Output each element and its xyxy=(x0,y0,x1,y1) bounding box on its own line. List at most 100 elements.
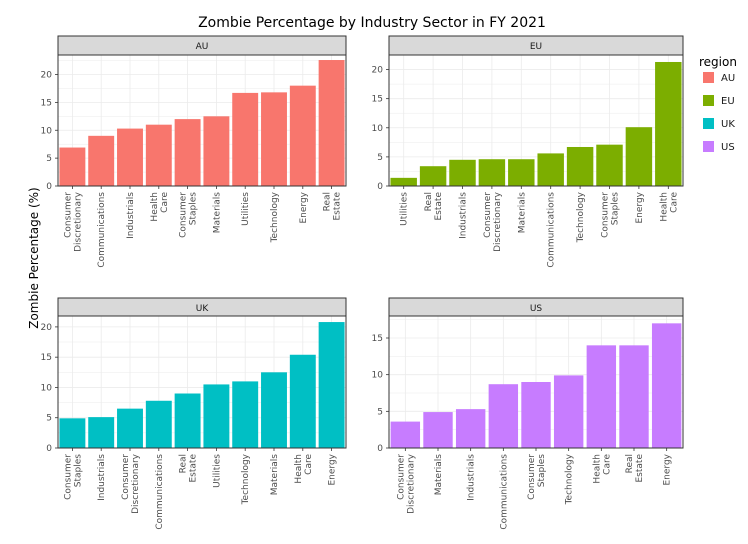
legend-label-eu: EU xyxy=(721,96,735,107)
x-tick-label: Communications xyxy=(155,454,165,530)
x-tick-label: Utilities xyxy=(212,454,222,488)
y-tick-label: 20 xyxy=(41,71,53,81)
y-tick-label: 10 xyxy=(41,126,53,136)
y-tick-label: 15 xyxy=(41,98,52,108)
bar-uk-9 xyxy=(318,322,345,448)
y-tick-label: 20 xyxy=(41,323,53,333)
bar-eu-0 xyxy=(390,177,417,186)
bar-au-7 xyxy=(261,92,287,186)
bar-us-2 xyxy=(455,409,486,448)
facet-strip-label: US xyxy=(530,304,543,314)
legend-title: region xyxy=(699,55,737,69)
x-tick-label: ConsumerDiscretionary xyxy=(63,191,83,252)
bar-eu-4 xyxy=(508,159,535,186)
x-tick-label: Energy xyxy=(299,191,309,223)
bar-eu-7 xyxy=(596,144,623,186)
facet-panels: AU 0 5 10 15 20 ConsumerDiscretionary Communica… xyxy=(41,35,684,530)
bar-us-4 xyxy=(521,382,551,448)
bar-eu-5 xyxy=(537,153,564,186)
x-tick-label: Utilities xyxy=(400,192,410,226)
legend-key-us xyxy=(703,141,714,152)
legend-key-au xyxy=(703,72,714,83)
y-tick-label: 0 xyxy=(46,444,52,454)
bar-au-3 xyxy=(145,124,172,186)
bar-uk-8 xyxy=(289,354,316,448)
bar-au-1 xyxy=(88,135,115,186)
x-tick-label: ConsumerStaples xyxy=(527,454,547,500)
x-tick-label: HealthCare xyxy=(294,454,314,484)
panel-border xyxy=(388,54,684,187)
x-tick-label: Industrials xyxy=(459,192,469,239)
y-tick-label: 5 xyxy=(377,407,383,417)
bar-us-5 xyxy=(553,375,584,448)
x-tick-label: ConsumerDiscretionary xyxy=(121,453,141,514)
x-tick-label: ConsumerStaples xyxy=(601,192,621,238)
bar-uk-5 xyxy=(203,384,230,448)
x-tick-label: Utilities xyxy=(241,192,251,226)
facet-strip-label: AU xyxy=(196,42,209,52)
y-tick-label: 5 xyxy=(46,154,52,164)
bar-au-2 xyxy=(117,128,143,186)
x-tick-label: Communications xyxy=(547,192,557,268)
bar-us-0 xyxy=(390,421,421,448)
x-tick-label: Industrials xyxy=(467,454,477,501)
y-tick-label: 10 xyxy=(41,383,53,393)
bar-us-3 xyxy=(488,384,519,448)
facet-strip-label: EU xyxy=(530,42,542,52)
x-tick-label: Materials xyxy=(270,454,280,496)
y-tick-label: 0 xyxy=(46,182,52,192)
x-tick-label: RealEstate xyxy=(323,192,343,221)
chart-title: Zombie Percentage by Industry Sector in … xyxy=(198,15,546,31)
x-tick-label: RealEstate xyxy=(179,454,199,483)
panel-eu: EU 0 5 10 15 20 Utilities RealEstate Industrials… xyxy=(372,35,684,268)
x-tick-label: RealEstate xyxy=(424,192,444,221)
bar-uk-7 xyxy=(261,372,287,448)
x-tick-label: RealEstate xyxy=(625,454,645,483)
x-tick-label: Technology xyxy=(576,191,586,243)
x-tick-label: Energy xyxy=(663,453,673,485)
x-tick-label: ConsumerDiscretionary xyxy=(483,191,503,252)
x-tick-label: HealthCare xyxy=(592,454,612,484)
facet-strip-label: UK xyxy=(196,304,210,314)
bar-eu-8 xyxy=(625,127,653,186)
bar-eu-9 xyxy=(655,61,682,187)
x-tick-label: HealthCare xyxy=(150,192,170,222)
bar-eu-1 xyxy=(419,166,447,186)
x-tick-label: ConsumerStaples xyxy=(179,192,199,238)
legend-label-us: US xyxy=(721,142,735,153)
x-tick-label: Materials xyxy=(517,192,527,234)
legend-key-eu xyxy=(703,95,714,106)
bar-uk-2 xyxy=(117,408,143,448)
bar-au-4 xyxy=(174,119,201,186)
y-tick-label: 15 xyxy=(372,95,383,105)
x-tick-label: HealthCare xyxy=(659,192,679,222)
bar-eu-2 xyxy=(449,159,476,186)
y-tick-label: 15 xyxy=(372,334,383,344)
bar-us-8 xyxy=(651,323,682,448)
legend-label-au: AU xyxy=(721,73,735,84)
x-tick-label: Materials xyxy=(212,192,222,234)
y-tick-label: 20 xyxy=(372,66,384,76)
legend-key-uk xyxy=(703,118,714,129)
bar-uk-1 xyxy=(88,417,115,448)
panel-border xyxy=(57,54,347,187)
y-tick-label: 10 xyxy=(372,124,384,134)
bar-au-6 xyxy=(232,92,259,186)
x-tick-label: Technology xyxy=(565,453,575,505)
bar-eu-3 xyxy=(478,159,506,186)
y-tick-label: 10 xyxy=(372,371,384,381)
panel-us: US 0 5 10 15 ConsumerDiscretionary Materials In… xyxy=(372,297,684,530)
bar-uk-0 xyxy=(59,418,86,448)
bar-us-1 xyxy=(423,412,453,448)
y-tick-label: 0 xyxy=(377,182,383,192)
panel-au: AU 0 5 10 15 20 ConsumerDiscretionary Communica… xyxy=(41,35,347,268)
y-axis-label: Zombie Percentage (%) xyxy=(27,187,41,329)
x-tick-label: Materials xyxy=(434,454,444,496)
bar-au-0 xyxy=(59,147,86,186)
y-tick-label: 15 xyxy=(41,353,52,363)
bar-au-8 xyxy=(289,85,316,186)
x-tick-label: Industrials xyxy=(126,192,136,239)
x-tick-label: ConsumerStaples xyxy=(63,454,83,500)
